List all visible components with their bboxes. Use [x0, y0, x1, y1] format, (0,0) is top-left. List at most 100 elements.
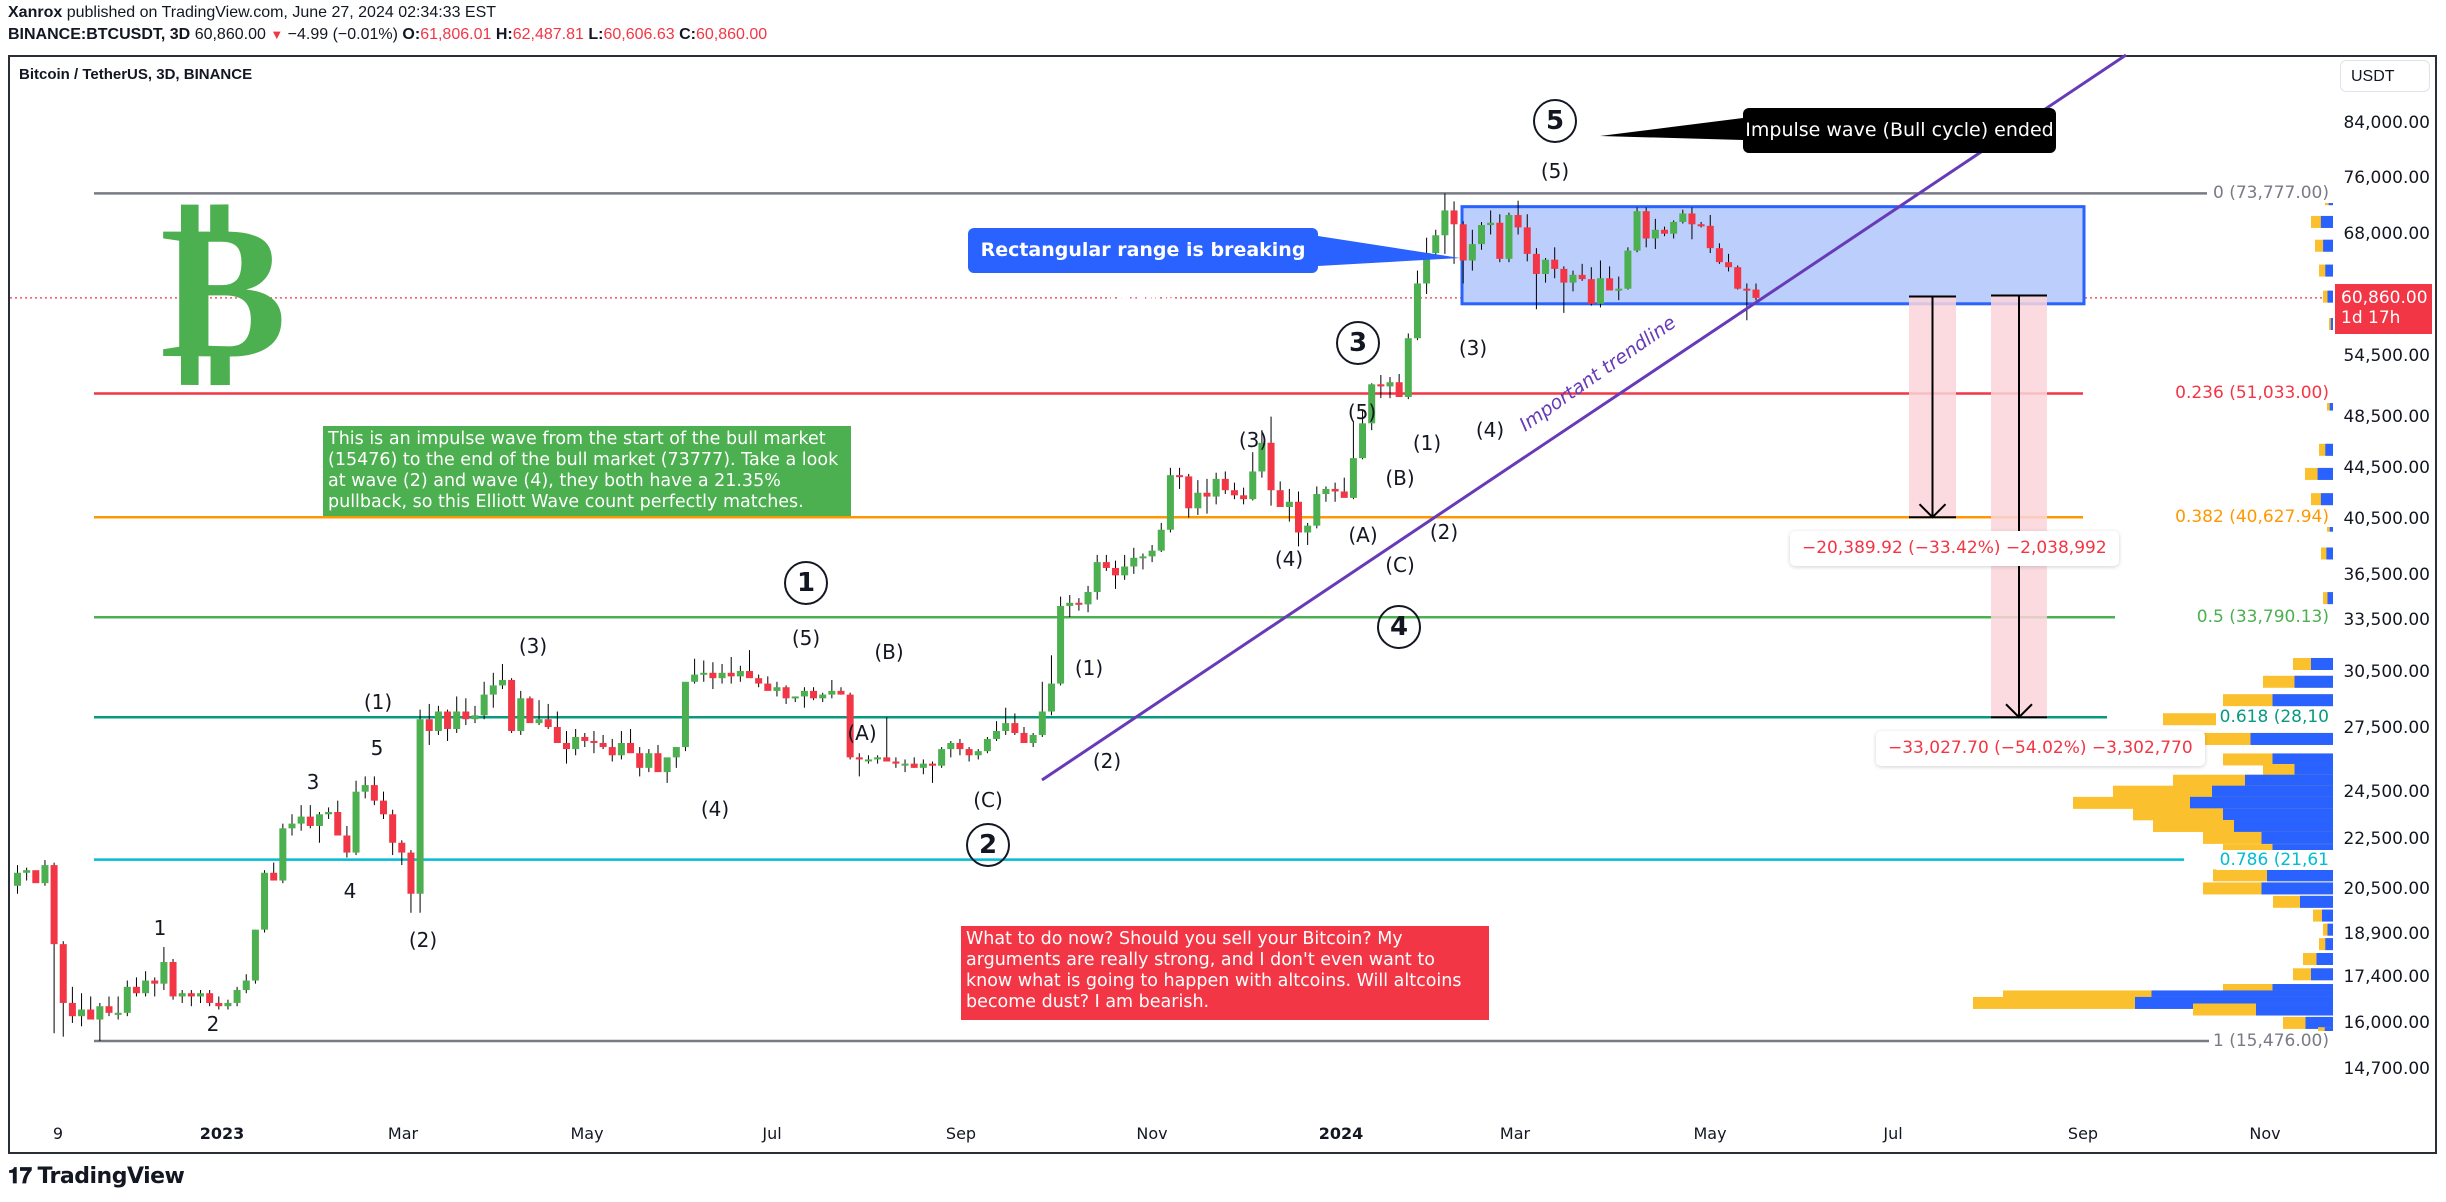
candle-body — [846, 694, 854, 758]
candle-body — [14, 872, 21, 886]
chart-frame[interactable] — [8, 55, 2437, 1154]
wave-label: (2) — [1429, 520, 1459, 544]
candle-body — [901, 763, 909, 766]
time-tick-label: May — [1693, 1124, 1727, 1143]
candle-body — [965, 749, 973, 756]
volume-profile-bar-up — [2261, 882, 2333, 895]
candle-body — [325, 811, 333, 815]
fib-label-0.786: 0.786 (21,61 — [2215, 849, 2333, 870]
candle-body — [1450, 210, 1458, 225]
wave-circle-1: 1 — [784, 561, 828, 605]
candle-body — [1725, 262, 1733, 268]
candle-body — [1377, 384, 1385, 387]
candle-body — [1542, 259, 1550, 274]
bitcoin-logo-icon: ₿ — [160, 178, 287, 401]
candle-body — [1624, 250, 1632, 289]
volume-profile-bar-up — [2311, 657, 2333, 670]
candle-body — [288, 823, 296, 829]
currency-button[interactable]: USDT — [2340, 60, 2430, 92]
wave-circle-3: 3 — [1336, 321, 1380, 365]
candle-body — [718, 672, 726, 679]
green-note-annotation[interactable]: This is an impulse wave from the start o… — [323, 426, 851, 516]
tradingview-logo[interactable]: 𝟏𝟕 TradingView — [8, 1164, 185, 1189]
measure-label-1[interactable]: −20,389.92 (−33.42%) −2,038,992 — [1790, 531, 2119, 566]
price-tick-label: 33,500.00 — [2343, 610, 2430, 630]
arrow-head-icon — [1918, 503, 1947, 519]
candle-body — [663, 757, 671, 773]
wave-label: (4) — [1274, 547, 1304, 571]
candle-body — [1240, 495, 1248, 500]
candle-body — [1560, 268, 1568, 283]
candle-body — [78, 1009, 86, 1017]
candle-body — [1230, 490, 1238, 496]
wave-label: 1 — [153, 916, 167, 940]
author-name[interactable]: Xanrox — [8, 4, 63, 21]
volume-profile-bar-up — [2223, 808, 2333, 821]
candle-body — [736, 671, 744, 677]
measure-label-2[interactable]: −33,027.70 (−54.02%) −3,302,770 — [1876, 731, 2205, 766]
fib-label-0.236: 0.236 (51,033.00) — [2171, 383, 2333, 404]
candle-body — [224, 1002, 232, 1007]
tradingview-brand: TradingView — [37, 1164, 185, 1189]
publish-text: published on TradingView.com, June 27, 2… — [62, 4, 497, 21]
candle-body — [1642, 211, 1650, 239]
candle-body — [947, 742, 955, 750]
candle-body — [352, 791, 360, 853]
candle-body — [563, 742, 570, 750]
candle-body — [315, 814, 323, 826]
candle-body — [1523, 227, 1531, 254]
candle-body — [1139, 556, 1147, 559]
candle-body — [197, 993, 204, 997]
candle-body — [233, 990, 241, 1003]
price-tick-label: 20,500.00 — [2343, 879, 2430, 899]
candle-body — [1706, 225, 1714, 249]
price-tick-label: 54,500.00 — [2343, 346, 2430, 366]
wave-label: 5 — [370, 736, 384, 760]
time-tick-label: Mar — [387, 1124, 419, 1143]
candle-body — [87, 1009, 95, 1020]
candle-body — [654, 753, 662, 773]
candle-body — [96, 1006, 104, 1020]
volume-profile-bar-up — [2256, 1003, 2333, 1016]
candle-body — [68, 1002, 76, 1017]
wave-circle-2: 2 — [966, 823, 1010, 867]
candle-body — [1057, 605, 1065, 684]
range-callout[interactable]: Rectangular range is breaking down! — [968, 228, 1318, 306]
volume-profile-bar-up — [2316, 952, 2333, 965]
red-note-annotation[interactable]: What to do now? Should you sell your Bit… — [961, 926, 1489, 1020]
candle-body — [59, 944, 67, 1003]
fib-label-0.618: 0.618 (28,10 — [2215, 707, 2333, 728]
price-tick-label: 44,500.00 — [2343, 458, 2430, 478]
arrow-head-icon — [2005, 703, 2033, 719]
bull-cycle-callout[interactable]: Impulse wave (Bull cycle) ended — [1743, 108, 2056, 153]
candle-body — [755, 678, 763, 684]
candle-body — [169, 962, 177, 997]
tradingview-logo-icon: 𝟏𝟕 — [8, 1164, 32, 1189]
candle-body — [764, 683, 772, 691]
candle-body — [974, 751, 982, 756]
high-label: H: — [495, 26, 513, 43]
candle-body — [828, 690, 836, 695]
candle-body — [599, 742, 607, 748]
candle-body — [160, 962, 168, 984]
candle-body — [1715, 248, 1723, 263]
low-value: 60,606.63 — [603, 26, 675, 43]
candle-body — [1084, 591, 1092, 605]
candle-body — [617, 742, 625, 756]
candle-body — [1267, 442, 1275, 491]
candle-body — [1121, 566, 1129, 576]
candle-body — [929, 763, 936, 766]
candle-body — [1386, 382, 1394, 387]
candle-body — [1221, 478, 1229, 491]
chart-title: Bitcoin / TetherUS, 3D, BINANCE — [19, 66, 253, 83]
candle-body — [1670, 221, 1678, 234]
wave-label: (C) — [973, 788, 1003, 812]
volume-profile-bar-up — [2294, 675, 2333, 688]
candle-body — [1148, 550, 1156, 557]
wave-label: (1) — [1412, 431, 1442, 455]
open-value: 61,806.01 — [420, 26, 492, 43]
candle-body — [398, 842, 406, 853]
symbol-label: BINANCE:BTCUSDT, 3D — [8, 26, 191, 43]
candle-body — [1249, 471, 1257, 500]
